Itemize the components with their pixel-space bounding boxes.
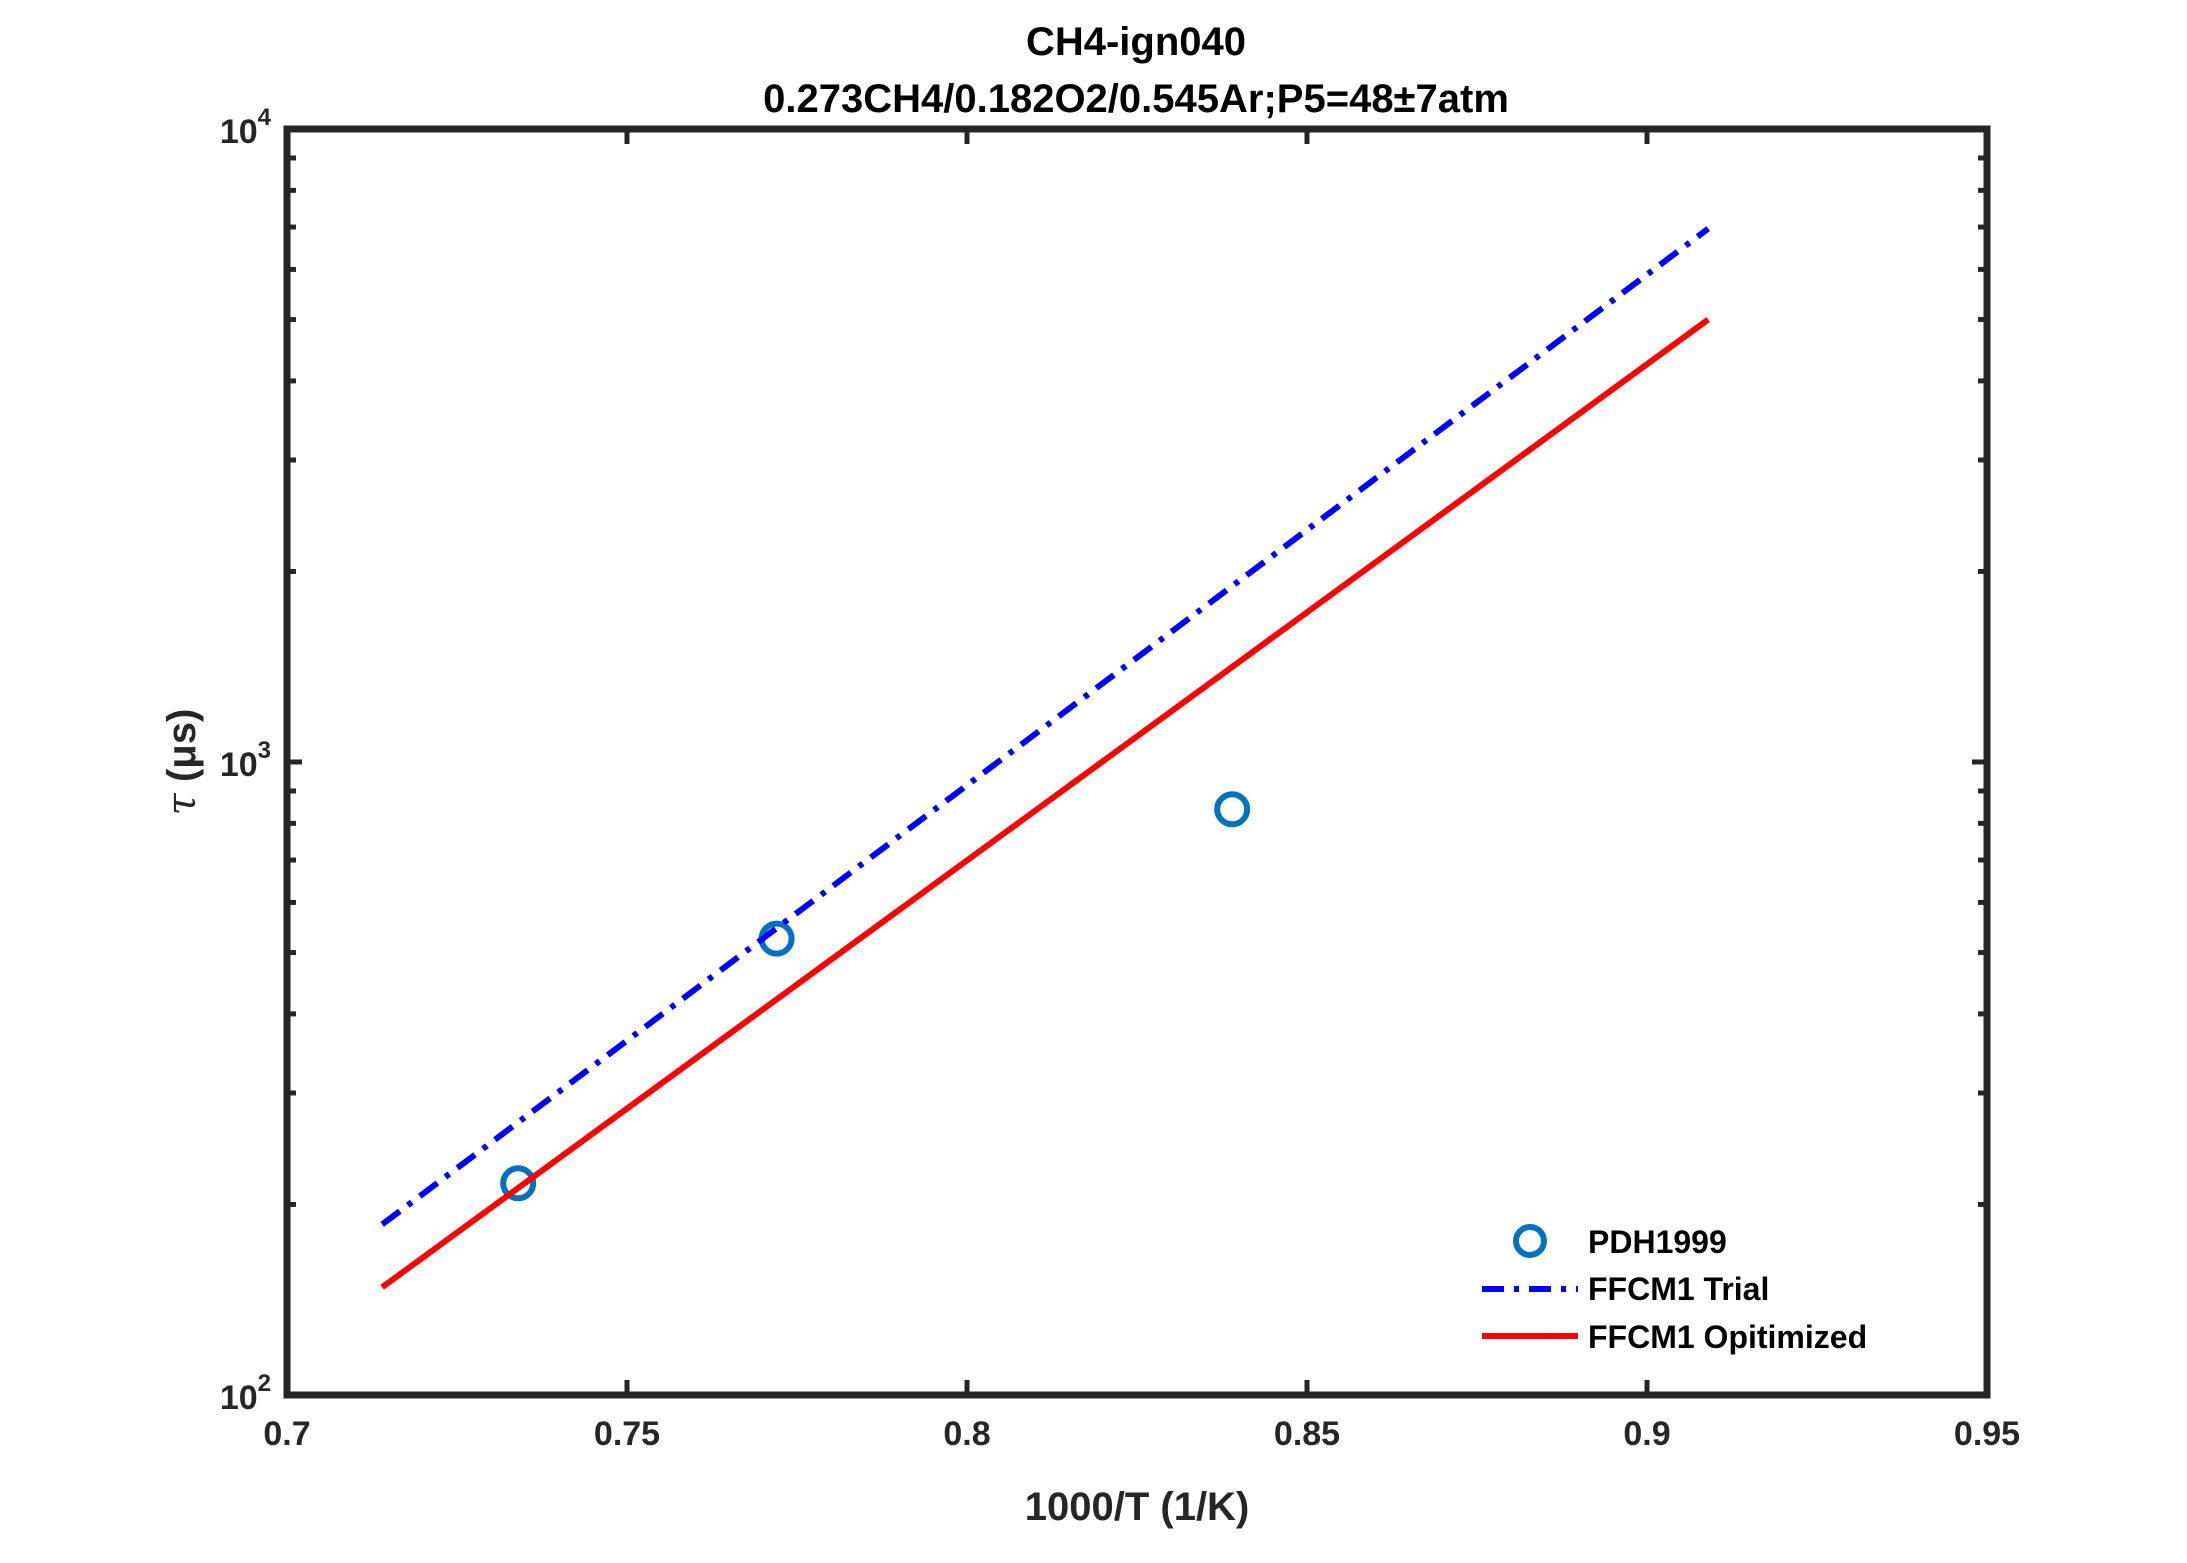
svg-text:τ (μs): τ (μs) <box>159 709 205 816</box>
legend-label-ffcm1-trial: FFCM1 Trial <box>1588 1271 1769 1307</box>
data-point-pdh1999 <box>500 1165 537 1202</box>
legend: PDH1999 FFCM1 Trial FFCM1 Opitimized <box>1482 1224 1867 1355</box>
plot-series <box>380 226 1711 1290</box>
y-axis-label-symbol: τ <box>159 792 205 815</box>
y-axis-label: τ (μs) <box>159 709 205 816</box>
x-axis-label: 1000/T (1/K) <box>1025 1485 1250 1529</box>
legend-marker-pdh1999 <box>1513 1224 1547 1258</box>
y-tick-label: 103 <box>220 737 271 784</box>
x-tick-label: 0.7 <box>263 1415 310 1453</box>
y-tick-label: 104 <box>220 104 272 151</box>
x-tick-label: 0.85 <box>1274 1415 1340 1453</box>
data-point-pdh1999 <box>1214 791 1251 828</box>
chart-title: CH4-ign040 <box>1026 20 1246 64</box>
x-tick-label: 0.8 <box>943 1415 990 1453</box>
x-tick-label: 0.75 <box>594 1415 660 1453</box>
legend-label-ffcm1-optimized: FFCM1 Opitimized <box>1588 1319 1867 1355</box>
y-axis-label-unit: (μs) <box>160 709 204 793</box>
series-line-ffcm1-trial <box>380 226 1711 1227</box>
tick-labels: 0.7 0.75 0.8 0.85 0.9 0.95 102 103 104 <box>220 104 2020 1453</box>
x-tick-label: 0.9 <box>1623 1415 1670 1453</box>
x-tick-label: 0.95 <box>1954 1415 2020 1453</box>
series-line-ffcm1-opitimized <box>380 317 1710 1290</box>
plot-frame <box>283 125 1991 1399</box>
y-tick-label: 102 <box>220 1370 271 1417</box>
legend-label-pdh1999: PDH1999 <box>1588 1224 1727 1260</box>
chart-subtitle: 0.273CH4/0.182O2/0.545Ar;P5=48±7atm <box>763 77 1509 121</box>
